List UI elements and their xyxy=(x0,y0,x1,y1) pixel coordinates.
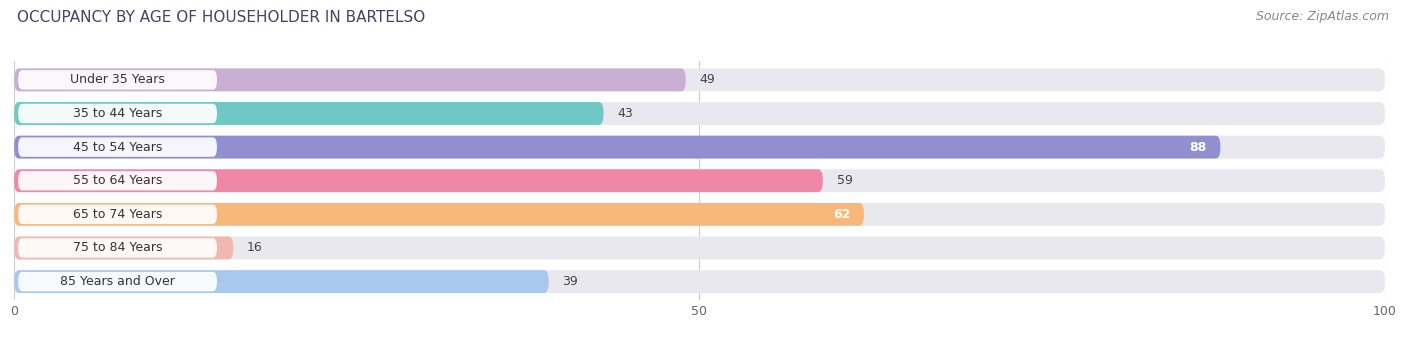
FancyBboxPatch shape xyxy=(14,237,233,260)
FancyBboxPatch shape xyxy=(18,171,217,190)
Text: 16: 16 xyxy=(247,241,263,254)
Text: 59: 59 xyxy=(837,174,852,187)
FancyBboxPatch shape xyxy=(14,169,1385,192)
Text: 65 to 74 Years: 65 to 74 Years xyxy=(73,208,162,221)
Text: 55 to 64 Years: 55 to 64 Years xyxy=(73,174,162,187)
Text: 35 to 44 Years: 35 to 44 Years xyxy=(73,107,162,120)
FancyBboxPatch shape xyxy=(18,238,217,258)
FancyBboxPatch shape xyxy=(18,272,217,291)
FancyBboxPatch shape xyxy=(14,270,548,293)
FancyBboxPatch shape xyxy=(18,70,217,90)
Text: 45 to 54 Years: 45 to 54 Years xyxy=(73,140,162,153)
Text: 75 to 84 Years: 75 to 84 Years xyxy=(73,241,162,254)
FancyBboxPatch shape xyxy=(14,69,1385,91)
Text: OCCUPANCY BY AGE OF HOUSEHOLDER IN BARTELSO: OCCUPANCY BY AGE OF HOUSEHOLDER IN BARTE… xyxy=(17,10,425,25)
FancyBboxPatch shape xyxy=(18,104,217,123)
FancyBboxPatch shape xyxy=(14,136,1220,159)
Text: 88: 88 xyxy=(1189,140,1206,153)
FancyBboxPatch shape xyxy=(18,205,217,224)
Text: 49: 49 xyxy=(700,73,716,86)
FancyBboxPatch shape xyxy=(14,69,686,91)
FancyBboxPatch shape xyxy=(14,203,1385,226)
FancyBboxPatch shape xyxy=(14,270,1385,293)
FancyBboxPatch shape xyxy=(14,237,1385,260)
FancyBboxPatch shape xyxy=(14,102,603,125)
Text: Under 35 Years: Under 35 Years xyxy=(70,73,165,86)
Text: 39: 39 xyxy=(562,275,578,288)
Text: Source: ZipAtlas.com: Source: ZipAtlas.com xyxy=(1256,10,1389,23)
FancyBboxPatch shape xyxy=(14,102,1385,125)
FancyBboxPatch shape xyxy=(14,136,1385,159)
Text: 43: 43 xyxy=(617,107,633,120)
FancyBboxPatch shape xyxy=(14,169,823,192)
Text: 85 Years and Over: 85 Years and Over xyxy=(60,275,174,288)
Text: 62: 62 xyxy=(832,208,851,221)
FancyBboxPatch shape xyxy=(14,203,863,226)
FancyBboxPatch shape xyxy=(18,137,217,157)
